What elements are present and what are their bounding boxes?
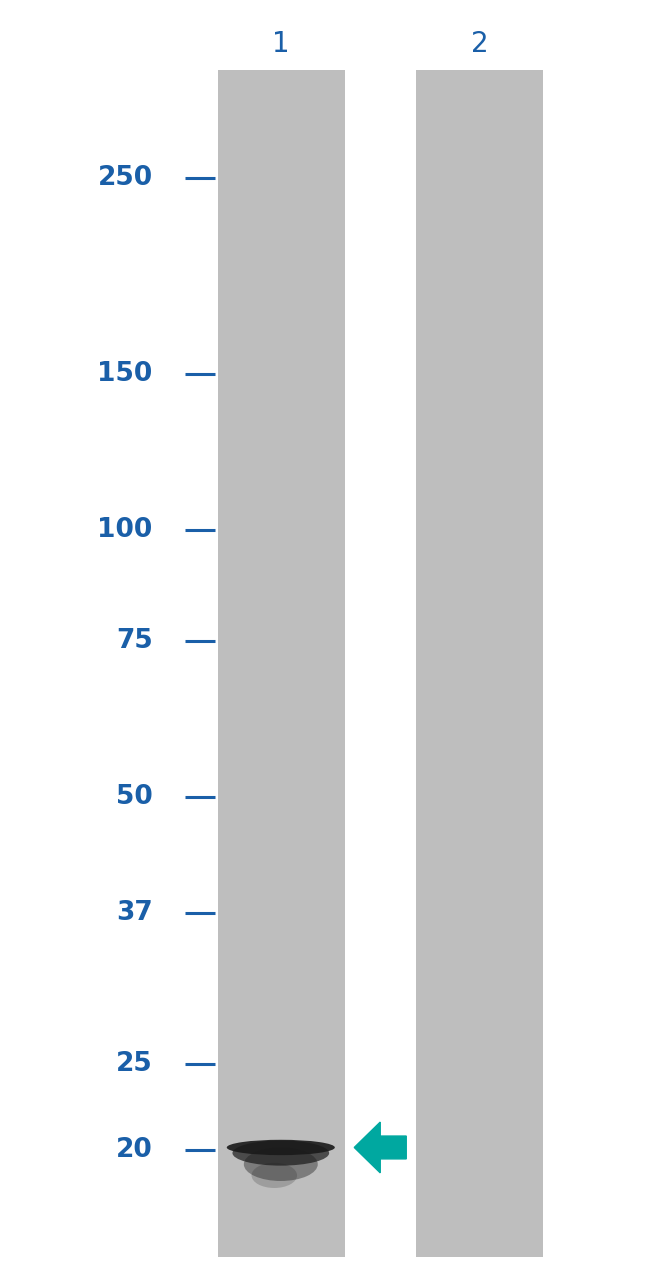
Text: 150: 150 [98, 362, 153, 387]
Text: 1: 1 [272, 30, 290, 58]
Text: 2: 2 [471, 30, 488, 58]
Bar [218, 70, 344, 1257]
Ellipse shape [252, 1163, 297, 1187]
Text: 37: 37 [116, 900, 153, 926]
Ellipse shape [233, 1140, 329, 1166]
Text: 50: 50 [116, 785, 153, 810]
Text: 250: 250 [98, 165, 153, 190]
Ellipse shape [227, 1139, 335, 1156]
FancyArrow shape [354, 1123, 406, 1173]
Text: 20: 20 [116, 1137, 153, 1163]
Text: 75: 75 [116, 629, 153, 654]
Ellipse shape [244, 1148, 318, 1181]
Bar [416, 70, 543, 1257]
Text: 100: 100 [98, 517, 153, 544]
Text: 25: 25 [116, 1052, 153, 1077]
